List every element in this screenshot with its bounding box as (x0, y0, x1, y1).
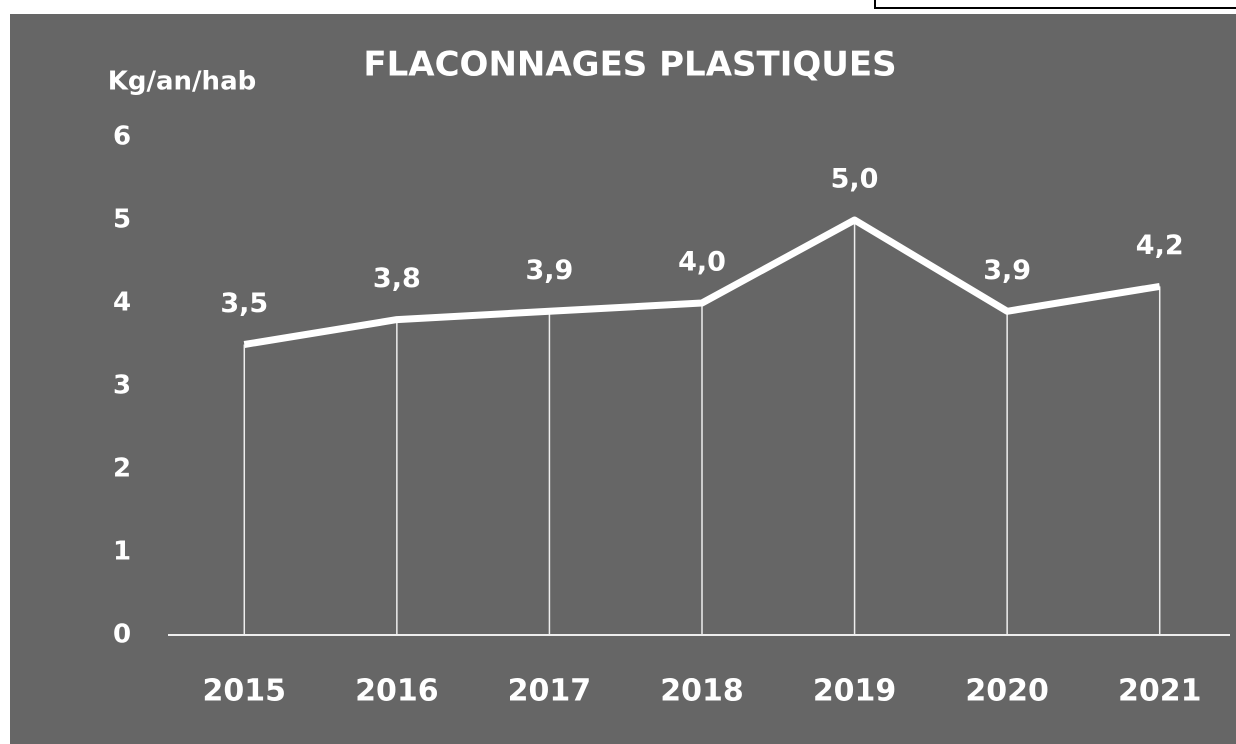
y-tick-label: 1 (113, 537, 131, 567)
header-box (874, 0, 1236, 9)
data-label: 4,2 (1136, 230, 1184, 261)
data-label: 4,0 (678, 247, 726, 278)
data-label: 3,9 (526, 255, 574, 286)
x-tick-label: 2017 (508, 674, 592, 709)
data-label: 3,5 (220, 288, 268, 319)
x-tick-label: 2020 (965, 674, 1049, 709)
x-tick-label: 2019 (813, 674, 897, 709)
y-tick-label: 5 (113, 205, 131, 235)
y-tick-label: 0 (113, 620, 131, 650)
data-label: 3,9 (983, 255, 1031, 286)
chart-background (10, 14, 1236, 744)
y-axis-label: Kg/an/hab (108, 67, 256, 97)
y-tick-label: 3 (113, 371, 131, 401)
chart-title: FLACONNAGES PLASTIQUES (363, 45, 896, 85)
data-label: 3,8 (373, 263, 421, 294)
y-tick-label: 6 (113, 122, 131, 152)
x-tick-label: 2018 (660, 674, 744, 709)
x-tick-label: 2015 (203, 674, 287, 709)
x-tick-label: 2016 (355, 674, 439, 709)
x-tick-label: 2021 (1118, 674, 1202, 709)
series-line (243, 216, 1161, 348)
data-label: 5,0 (831, 164, 879, 195)
y-tick-label: 4 (113, 288, 131, 318)
y-tick-label: 2 (113, 454, 131, 484)
